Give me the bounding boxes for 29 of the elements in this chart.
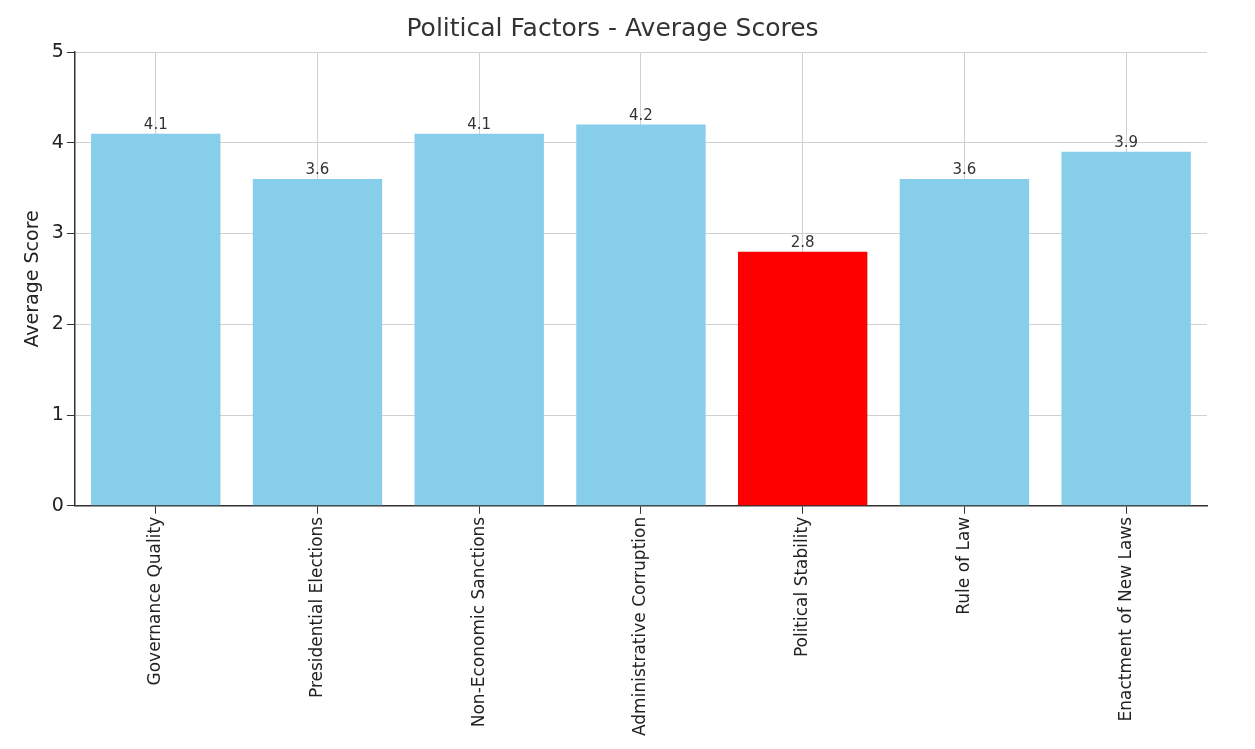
bar (737, 251, 868, 506)
data-label: 2.8 (790, 233, 815, 252)
y-tick-label: 2 (51, 311, 64, 334)
data-label: 3.6 (305, 160, 330, 179)
x-tick-label: Non-Economic Sanctions (467, 516, 488, 728)
bar (252, 179, 383, 506)
x-tick-label: Political Stability (791, 516, 812, 658)
bar (576, 124, 706, 506)
x-tick-label: Rule of Law (952, 516, 973, 615)
x-tick-label: Administrative Corruption (629, 516, 650, 737)
bar (899, 179, 1030, 506)
bar (414, 133, 544, 506)
y-tick-label: 5 (51, 38, 64, 61)
x-tick-label: Presidential Elections (305, 516, 326, 699)
y-tick-label: 0 (51, 492, 64, 515)
data-label: 4.2 (629, 105, 653, 124)
bar (91, 133, 221, 506)
y-axis-title: Average Score (20, 210, 43, 348)
chart-title: Political Factors - Average Scores (406, 12, 819, 42)
y-tick-label: 4 (51, 129, 64, 152)
data-label: 4.1 (143, 115, 168, 134)
data-label: 3.6 (952, 160, 977, 179)
data-label: 4.1 (467, 115, 492, 134)
bar (1061, 151, 1191, 506)
y-tick-label: 3 (51, 220, 64, 243)
data-label: 3.9 (1114, 133, 1139, 152)
x-tick-label: Governance Quality (144, 516, 165, 686)
x-tick-label: Enactment of New Laws (1114, 516, 1135, 722)
y-tick-label: 1 (51, 401, 64, 424)
